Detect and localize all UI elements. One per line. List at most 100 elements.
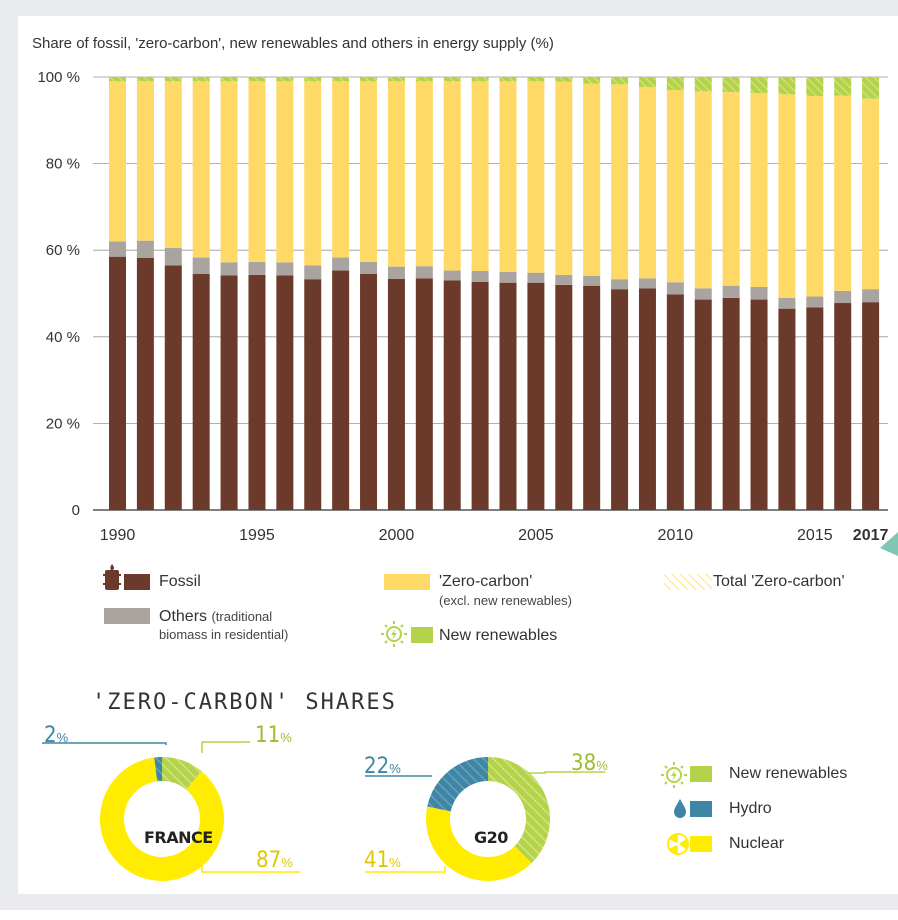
g20-nuclear-value: 41 xyxy=(364,848,390,873)
donut-slice-nuclear xyxy=(99,757,224,881)
bar-segment-new-renewables xyxy=(192,77,210,82)
leader-france-nuclear xyxy=(201,855,300,873)
g20-renew-pct: 38% xyxy=(571,751,608,776)
y-tick-label: 0 xyxy=(72,502,80,519)
legend-others-main: Others xyxy=(159,608,208,625)
france-hydro-sign: % xyxy=(56,730,69,745)
bar-segment-new-renewables xyxy=(304,77,322,82)
bar-segment-others xyxy=(304,265,322,280)
bar-segment-zero-carbon xyxy=(387,81,405,267)
bar-segment-new-renewables xyxy=(220,77,238,82)
bar-segment-zero-carbon xyxy=(862,98,880,290)
y-tick-label: 60 % xyxy=(46,242,80,259)
bar-segment-new-renewables xyxy=(834,77,852,96)
bar-segment-others xyxy=(109,241,126,257)
bar-segment-others xyxy=(694,288,712,300)
bar-segment-fossil xyxy=(192,274,210,510)
bar-segment-zero-carbon xyxy=(750,93,768,288)
bar-segment-fossil xyxy=(722,297,740,510)
bar-segment-new-renewables xyxy=(527,77,545,82)
bar-segment-zero-carbon xyxy=(248,81,266,262)
bar-segment-fossil xyxy=(834,303,852,510)
bar-segment-new-renewables xyxy=(722,77,740,93)
bar-segment-fossil xyxy=(136,257,154,510)
legend-swatch-total-zero-carbon xyxy=(664,574,712,590)
donut-slice-new-renewables xyxy=(488,757,550,864)
bar-segment-others xyxy=(499,271,517,283)
bar-segment-others xyxy=(136,240,154,258)
bar-segment-new-renewables xyxy=(778,77,796,95)
sun-bolt-icon xyxy=(661,762,687,788)
bar-segment-zero-carbon xyxy=(527,81,545,273)
frame-left xyxy=(0,0,18,910)
bar-segment-others xyxy=(778,297,796,309)
bar-segment-new-renewables xyxy=(638,77,656,87)
renewables-icon xyxy=(381,621,407,647)
bar-segment-fossil xyxy=(443,280,461,510)
bar-segment-others xyxy=(862,289,880,303)
bar-segment-others xyxy=(750,287,768,300)
x-tick-label: 2017 xyxy=(853,527,889,544)
bar-segment-zero-carbon xyxy=(332,81,350,258)
leader-g20-renew xyxy=(528,771,605,774)
bar-segment-fossil xyxy=(750,299,768,510)
radiation-icon xyxy=(667,833,689,855)
bar-segment-zero-carbon xyxy=(778,94,796,298)
bar-segment-fossil xyxy=(248,274,266,510)
bottom-swatch-new-renewables xyxy=(690,766,712,782)
bar-segment-zero-carbon xyxy=(499,81,517,272)
bar-segment-new-renewables xyxy=(806,77,824,97)
france-hydro-pct: 2% xyxy=(44,723,68,748)
france-nuclear-pct: 87% xyxy=(256,848,293,873)
bar-segment-others xyxy=(360,261,378,275)
g20-hydro-value: 22 xyxy=(364,754,390,779)
bar-segment-new-renewables xyxy=(360,77,378,82)
bar-segment-zero-carbon xyxy=(360,81,378,262)
france-hydro-value: 2 xyxy=(44,723,57,748)
bar-segment-new-renewables xyxy=(471,77,489,82)
bar-segment-others xyxy=(248,261,266,275)
bar-segment-fossil xyxy=(638,288,656,510)
bar-segment-fossil xyxy=(499,282,517,510)
bar-segment-new-renewables xyxy=(555,77,573,82)
france-renew-value: 11 xyxy=(255,723,281,748)
bar-segment-others xyxy=(164,248,182,266)
donut-slice-nuclear xyxy=(425,806,532,882)
bar-segment-new-renewables xyxy=(415,77,433,82)
bar-segment-new-renewables xyxy=(694,77,712,92)
bar-segment-new-renewables xyxy=(332,77,350,82)
bar-segment-zero-carbon xyxy=(415,81,433,267)
bar-segment-fossil xyxy=(304,279,322,510)
bar-segment-zero-carbon xyxy=(694,91,712,289)
x-tick-label: 1990 xyxy=(100,527,136,544)
legend-label-new-renewables: New renewables xyxy=(439,627,558,644)
bar-segment-zero-carbon xyxy=(555,81,573,275)
bar-segment-fossil xyxy=(694,299,712,510)
bar-segment-fossil xyxy=(220,275,238,510)
bar-segment-others xyxy=(722,285,740,298)
y-tick-label: 80 % xyxy=(46,156,80,173)
donut-slice-hydro xyxy=(154,757,162,782)
x-tick-label: 2010 xyxy=(658,527,694,544)
bar-segment-fossil xyxy=(666,294,684,510)
bar-segment-zero-carbon xyxy=(722,92,740,286)
g20-hydro-sign: % xyxy=(389,761,401,776)
bar-segment-others xyxy=(583,275,601,286)
bottom-legend-nuclear: Nuclear xyxy=(729,835,785,852)
stacked-bar-chart: 100 % 80 % 60 % 40 % 20 % 0 1990 1995 2000 2005 20… xyxy=(37,69,898,556)
g20-nuclear-pct: 41% xyxy=(364,848,401,873)
legend-swatch-new-renewables xyxy=(411,627,433,643)
bar-segment-new-renewables xyxy=(387,77,405,82)
bottom-swatch-hydro xyxy=(690,801,712,817)
bar-segment-fossil xyxy=(360,274,378,510)
donut-g20 xyxy=(425,757,550,882)
bar-segment-others xyxy=(471,270,489,282)
bar-segment-others xyxy=(332,257,350,271)
bar-segment-others xyxy=(192,257,210,275)
france-nuclear-sign: % xyxy=(281,855,293,870)
bar-segment-others xyxy=(220,262,238,276)
fossil-icon xyxy=(103,564,121,590)
bar-segment-new-renewables xyxy=(164,77,182,82)
water-drop-icon xyxy=(674,799,686,818)
bar-segment-zero-carbon xyxy=(136,81,154,241)
